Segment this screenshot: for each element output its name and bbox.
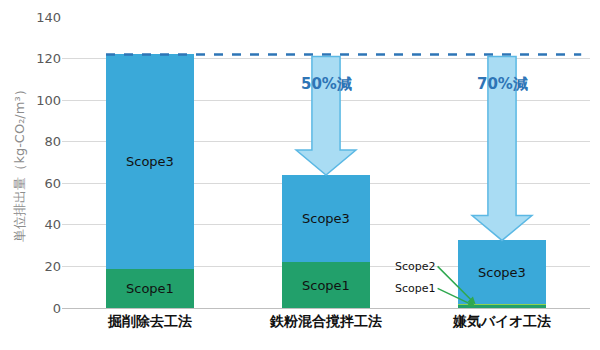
svg-text:Scope1: Scope1 (395, 282, 436, 295)
svg-text:Scope3: Scope3 (478, 265, 526, 280)
svg-text:Scope2: Scope2 (395, 260, 436, 273)
svg-text:70%減: 70%減 (477, 75, 528, 93)
svg-text:嫌気バイオ工法: 嫌気バイオ工法 (452, 313, 551, 329)
svg-text:Scope1: Scope1 (126, 281, 174, 296)
svg-text:50%減: 50%減 (301, 75, 352, 93)
svg-text:40: 40 (44, 217, 61, 232)
svg-text:掘削除去工法: 掘削除去工法 (107, 313, 192, 329)
svg-text:Scope3: Scope3 (126, 154, 174, 169)
svg-text:140: 140 (36, 10, 61, 25)
svg-text:Scope3: Scope3 (302, 211, 350, 226)
svg-text:80: 80 (44, 134, 61, 149)
svg-text:単位排出量（kg-CO₂/m³）: 単位排出量（kg-CO₂/m³） (12, 83, 27, 241)
svg-text:20: 20 (44, 259, 61, 274)
svg-text:100: 100 (36, 93, 61, 108)
svg-text:0: 0 (53, 301, 61, 316)
svg-text:鉄粉混合撹拌工法: 鉄粉混合撹拌工法 (269, 313, 382, 329)
svg-text:120: 120 (36, 51, 61, 66)
svg-text:60: 60 (44, 176, 61, 191)
svg-text:Scope1: Scope1 (302, 278, 350, 293)
